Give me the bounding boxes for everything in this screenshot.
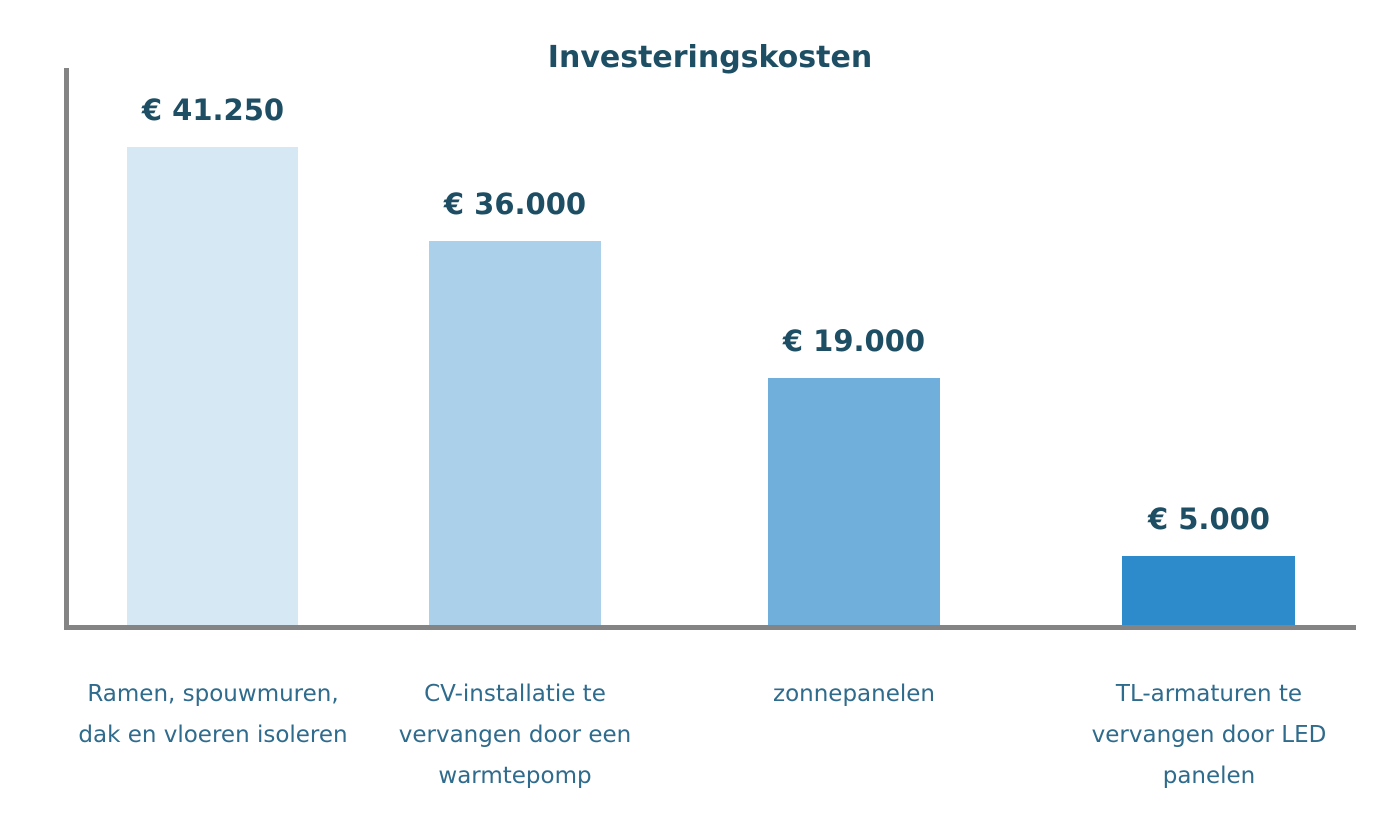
bar-value-label: € 41.250 [141, 93, 285, 127]
bar [768, 378, 940, 625]
x-axis-line [64, 625, 1356, 630]
bar-value-label: € 36.000 [443, 187, 587, 221]
bar [429, 241, 601, 625]
bar-category-label: zonnepanelen [773, 681, 935, 707]
bar [1122, 556, 1295, 625]
chart-title: Investeringskosten [547, 40, 873, 75]
bar-category-label: TL-armaturen te vervangen door LED panel… [1091, 681, 1327, 789]
y-axis-line [64, 68, 69, 630]
bar-category-label: Ramen, spouwmuren, dak en vloeren isoler… [78, 681, 348, 748]
bar-value-label: € 5.000 [1147, 502, 1270, 536]
bar [127, 147, 298, 625]
bar-category-label: CV-installatie te vervangen door een war… [398, 681, 632, 789]
bar-value-label: € 19.000 [782, 324, 926, 358]
